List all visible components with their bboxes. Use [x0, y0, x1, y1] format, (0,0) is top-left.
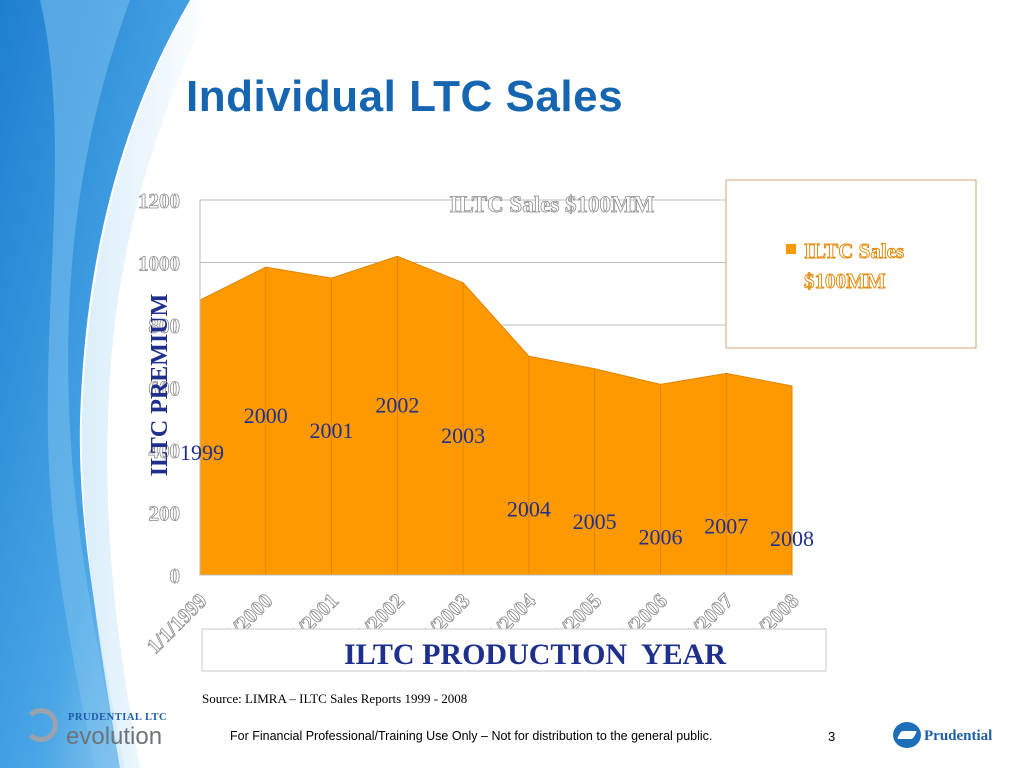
page-title: Individual LTC Sales — [186, 72, 624, 121]
page-number: 3 — [828, 729, 836, 744]
data-label: 2007 — [704, 513, 748, 538]
prudential-logo: Prudential — [893, 722, 1013, 752]
logo-left-big-text: evolution — [66, 723, 163, 750]
source-note: Source: LIMRA – ILTC Sales Reports 1999 … — [202, 691, 468, 706]
data-label: 2003 — [441, 423, 485, 448]
iltc-sales-area — [199, 255, 793, 576]
logo-right-text: Prudential — [924, 728, 993, 744]
y-tick-label: 400 — [149, 439, 181, 463]
legend-label-line2: $100MM — [804, 269, 886, 293]
category-separators — [265, 256, 793, 575]
prudential-ltc-evolution-logo: PRUDENTIAL LTC evolution — [22, 706, 182, 756]
x-axis-label-box — [201, 628, 827, 672]
rock-icon — [893, 722, 921, 748]
y-tick-label: 600 — [149, 377, 181, 401]
y-tick-labels: 0 200 400 600 800 1000 1200 — [138, 189, 181, 589]
legend-label-line1: ILTC Sales — [804, 239, 904, 263]
data-label: 2008 — [770, 526, 814, 551]
evolution-ring-icon — [24, 708, 58, 742]
chart-title: ILTC Sales $100MM — [450, 192, 655, 217]
data-label: 2006 — [638, 524, 682, 549]
y-tick-label: 1200 — [138, 189, 180, 213]
legend-swatch — [786, 244, 796, 254]
x-axis-label: ILTC PRODUCTION YEAR — [344, 638, 726, 671]
data-labels: 1999 2000 2001 2002 2003 2004 2005 2006 2007 2008 — [180, 392, 814, 551]
y-axis-label: ILTC PREMIUM — [147, 294, 173, 476]
data-label: 2000 — [244, 403, 288, 428]
y-tick-label: 200 — [149, 502, 181, 526]
y-tick-label: 800 — [149, 314, 181, 338]
logo-left-small-text: PRUDENTIAL LTC — [68, 712, 168, 723]
data-label: 2002 — [375, 392, 419, 417]
data-label: 1999 — [180, 440, 224, 465]
data-label: 2001 — [310, 418, 354, 443]
y-tick-label: 1000 — [138, 252, 180, 276]
data-label: 2005 — [573, 509, 617, 534]
footer-disclaimer: For Financial Professional/Training Use … — [230, 729, 713, 743]
legend-box — [725, 179, 977, 349]
x-tick-label: 1/1/1999 — [142, 589, 212, 659]
y-tick-label: 0 — [170, 564, 181, 588]
data-label: 2004 — [507, 496, 551, 521]
